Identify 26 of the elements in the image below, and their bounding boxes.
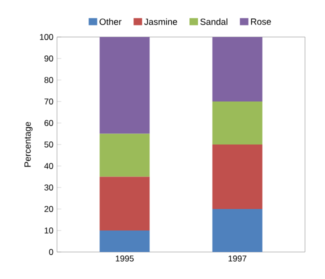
bar: [100, 37, 150, 134]
y-tick-label: 70: [44, 98, 54, 104]
x-tick-label: 1995: [116, 256, 134, 262]
legend-label: Jasmine: [144, 18, 178, 25]
bar: [212, 209, 262, 252]
x-tick-label: 1997: [228, 256, 246, 262]
y-tick-label: 50: [44, 142, 54, 148]
bar: [212, 102, 262, 144]
bar: [100, 134, 150, 177]
y-tick-label: 30: [44, 184, 54, 190]
y-tick-label: 20: [44, 206, 54, 212]
y-axis-title: Percentage: [24, 122, 33, 167]
y-tick-label: 90: [44, 56, 54, 62]
bar: [212, 37, 262, 102]
legend-label: Other: [100, 18, 122, 25]
y-tick-label: 80: [44, 77, 54, 83]
y-tick-label: 0: [49, 249, 54, 255]
y-tick-label: 100: [40, 34, 54, 40]
bar: [100, 230, 150, 252]
legend-label: Sandal: [200, 18, 228, 25]
y-tick-label: 60: [44, 120, 54, 126]
legend-label: Rose: [251, 18, 271, 25]
y-tick-label: 40: [44, 163, 54, 169]
bar: [100, 176, 150, 230]
bar: [212, 144, 262, 209]
y-tick-label: 10: [44, 228, 54, 234]
